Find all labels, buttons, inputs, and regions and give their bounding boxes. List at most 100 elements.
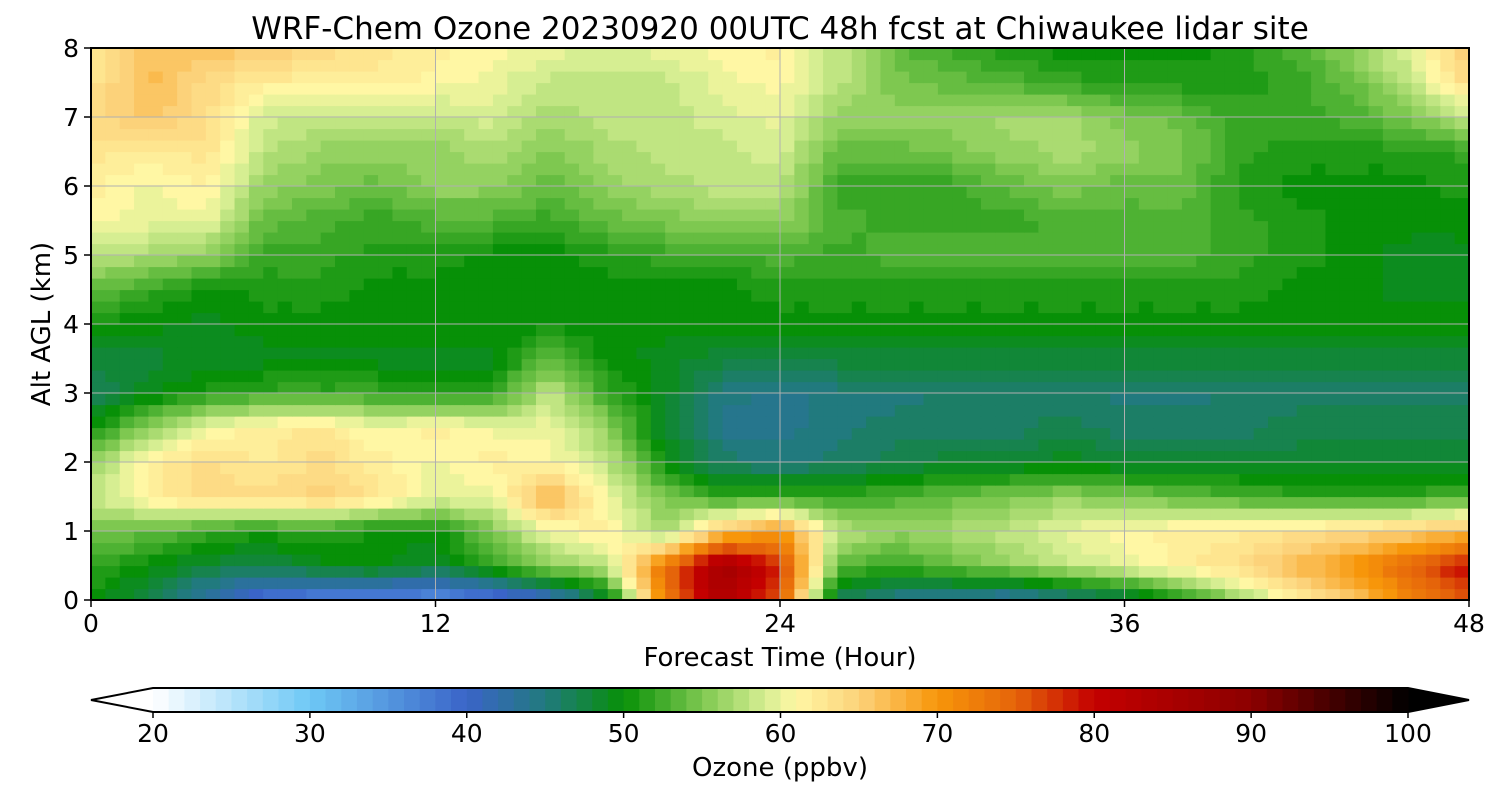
heatmap-cell: [507, 439, 523, 452]
colorbar-swatch: [466, 688, 483, 712]
heatmap-cell: [1138, 358, 1154, 371]
heatmap-cell: [1110, 163, 1126, 176]
heatmap-cell: [550, 427, 566, 440]
heatmap-cell: [378, 485, 394, 498]
heatmap-cell: [234, 209, 250, 222]
heatmap-cell: [277, 508, 293, 521]
heatmap-cell: [1397, 232, 1413, 245]
heatmap-cell: [693, 117, 709, 130]
heatmap-cell: [995, 416, 1011, 429]
heatmap-cell: [665, 427, 681, 440]
heatmap-cell: [995, 197, 1011, 210]
heatmap-cell: [478, 554, 494, 567]
heatmap-cell: [1009, 232, 1025, 245]
heatmap-cell: [607, 404, 623, 417]
heatmap-cell: [1253, 301, 1269, 314]
heatmap-cell: [1296, 105, 1312, 118]
heatmap-cell: [593, 59, 609, 72]
heatmap-cell: [1224, 71, 1240, 84]
heatmap-cell: [550, 197, 566, 210]
heatmap-cell: [593, 324, 609, 337]
heatmap-cell: [148, 381, 164, 394]
heatmap-cell: [349, 335, 365, 348]
heatmap-cell: [1009, 427, 1025, 440]
heatmap-cell: [851, 577, 867, 590]
heatmap-cell: [636, 186, 652, 199]
heatmap-cell: [607, 565, 623, 578]
heatmap-cell: [478, 278, 494, 291]
heatmap-cell: [995, 94, 1011, 107]
heatmap-cell: [622, 140, 638, 153]
heatmap-cell: [909, 347, 925, 360]
heatmap-cell: [464, 301, 480, 314]
heatmap-cell: [650, 289, 666, 302]
heatmap-cell: [191, 531, 207, 544]
heatmap-cell: [1268, 140, 1283, 153]
heatmap-cell: [220, 588, 236, 600]
heatmap-cell: [693, 128, 709, 141]
heatmap-cell: [248, 312, 264, 325]
heatmap-cell: [650, 335, 666, 348]
heatmap-cell: [579, 278, 594, 291]
heatmap-cell: [263, 301, 279, 314]
heatmap-cell: [1311, 278, 1327, 291]
heatmap-cell: [1153, 94, 1169, 107]
heatmap-cell: [808, 301, 824, 314]
heatmap-cell: [291, 519, 307, 532]
heatmap-cell: [105, 588, 121, 600]
heatmap-cell: [291, 59, 307, 72]
heatmap-cell: [1067, 347, 1083, 360]
heatmap-cell: [521, 531, 537, 544]
heatmap-cell: [550, 71, 566, 84]
heatmap-cell: [1024, 232, 1039, 245]
heatmap-cell: [263, 209, 279, 222]
heatmap-cell: [1368, 450, 1384, 463]
heatmap-cell: [220, 542, 236, 555]
heatmap-cell: [1368, 232, 1384, 245]
heatmap-cell: [794, 186, 810, 199]
heatmap-cell: [1354, 220, 1370, 233]
heatmap-cell: [392, 347, 408, 360]
heatmap-cell: [1095, 324, 1111, 337]
heatmap-cell: [105, 508, 121, 521]
heatmap-cell: [966, 48, 982, 61]
heatmap-cell: [550, 174, 566, 187]
heatmap-cell: [177, 71, 193, 84]
heatmap-cell: [550, 278, 566, 291]
heatmap-cell: [1067, 404, 1083, 417]
heatmap-cell: [205, 496, 221, 509]
heatmap-cell: [564, 427, 580, 440]
heatmap-cell: [1253, 243, 1269, 256]
heatmap-cell: [1167, 462, 1183, 475]
heatmap-cell: [1181, 508, 1197, 521]
heatmap-cell: [335, 117, 350, 130]
heatmap-cell: [693, 105, 709, 118]
heatmap-cell: [923, 151, 939, 164]
heatmap-cell: [1311, 301, 1327, 314]
heatmap-cell: [1268, 588, 1283, 600]
heatmap-cell: [1425, 565, 1441, 578]
heatmap-cell: [837, 186, 853, 199]
heatmap-cell: [1454, 243, 1469, 256]
heatmap-cell: [1138, 82, 1154, 95]
heatmap-cell: [1067, 209, 1083, 222]
heatmap-cell: [1124, 370, 1140, 383]
heatmap-cell: [521, 220, 537, 233]
heatmap-cell: [478, 71, 494, 84]
heatmap-cell: [1167, 312, 1183, 325]
heatmap-cell: [1095, 312, 1111, 325]
heatmap-cell: [823, 508, 839, 521]
heatmap-cell: [105, 393, 121, 406]
heatmap-cell: [880, 301, 896, 314]
heatmap-cell: [1368, 301, 1384, 314]
heatmap-cell: [995, 232, 1011, 245]
heatmap-cell: [708, 358, 724, 371]
heatmap-cell: [105, 82, 121, 95]
heatmap-cell: [593, 335, 609, 348]
colorbar-swatch: [247, 688, 264, 712]
heatmap-cell: [435, 163, 451, 176]
heatmap-cell: [1167, 128, 1183, 141]
heatmap-cell: [134, 404, 150, 417]
heatmap-cell: [622, 128, 638, 141]
heatmap-cell: [1052, 117, 1068, 130]
